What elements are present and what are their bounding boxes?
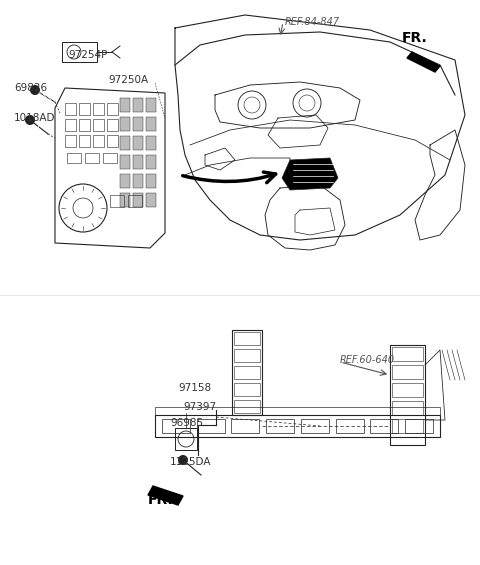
Bar	[162, 419, 190, 433]
Bar	[107, 135, 118, 147]
Bar	[65, 135, 76, 147]
Bar	[110, 195, 124, 207]
Bar	[93, 119, 104, 131]
Text: 1125DA: 1125DA	[170, 457, 212, 467]
Text: FR.: FR.	[402, 31, 428, 45]
Bar	[146, 155, 156, 169]
Bar	[133, 117, 143, 131]
Bar	[336, 419, 364, 433]
Bar	[107, 119, 118, 131]
Bar	[146, 174, 156, 188]
Bar	[133, 136, 143, 150]
Bar	[107, 103, 118, 115]
Text: 97158: 97158	[178, 383, 211, 393]
Bar	[79, 103, 90, 115]
Bar	[120, 174, 130, 188]
Text: 97254P: 97254P	[68, 50, 108, 60]
Bar	[146, 193, 156, 207]
Bar	[234, 366, 260, 379]
Bar	[301, 419, 329, 433]
Bar	[371, 419, 398, 433]
Bar	[392, 365, 423, 379]
Bar	[79, 119, 90, 131]
Bar	[405, 419, 433, 433]
Bar	[133, 174, 143, 188]
Bar	[120, 155, 130, 169]
Bar	[120, 98, 130, 112]
Bar	[133, 193, 143, 207]
Bar	[128, 195, 142, 207]
Polygon shape	[282, 158, 338, 190]
Bar	[62, 42, 97, 62]
Polygon shape	[148, 486, 183, 505]
Bar	[232, 330, 262, 415]
Text: 97250A: 97250A	[108, 75, 148, 85]
Bar	[234, 349, 260, 362]
Text: 69826: 69826	[14, 83, 47, 93]
Bar	[79, 135, 90, 147]
Circle shape	[25, 115, 35, 125]
Bar	[234, 332, 260, 345]
Bar	[133, 155, 143, 169]
Text: 96985: 96985	[170, 418, 203, 428]
Bar	[175, 428, 197, 450]
Bar	[146, 136, 156, 150]
Bar	[155, 415, 440, 437]
Text: FR.: FR.	[148, 493, 174, 507]
Polygon shape	[407, 52, 440, 72]
Bar	[155, 407, 440, 415]
Bar	[133, 98, 143, 112]
Bar	[392, 401, 423, 415]
Bar	[103, 153, 117, 163]
Bar	[390, 345, 425, 445]
Bar	[65, 103, 76, 115]
Bar	[67, 153, 81, 163]
Text: REF.84-847: REF.84-847	[285, 17, 340, 27]
Bar	[120, 117, 130, 131]
Circle shape	[30, 85, 40, 95]
Bar	[120, 193, 130, 207]
Bar	[196, 419, 225, 433]
Text: REF.60-640: REF.60-640	[340, 355, 395, 365]
Text: 97397: 97397	[183, 402, 216, 412]
Bar	[266, 419, 294, 433]
Bar	[392, 419, 423, 433]
Bar	[146, 98, 156, 112]
Bar	[231, 419, 259, 433]
Bar	[65, 119, 76, 131]
Bar	[93, 135, 104, 147]
Bar	[85, 153, 99, 163]
Bar	[146, 117, 156, 131]
Bar	[93, 103, 104, 115]
Bar	[120, 136, 130, 150]
Text: 1018AD: 1018AD	[14, 113, 56, 123]
Bar	[392, 383, 423, 397]
Bar	[234, 383, 260, 396]
Bar	[234, 400, 260, 413]
Circle shape	[178, 455, 188, 465]
Bar	[392, 347, 423, 361]
